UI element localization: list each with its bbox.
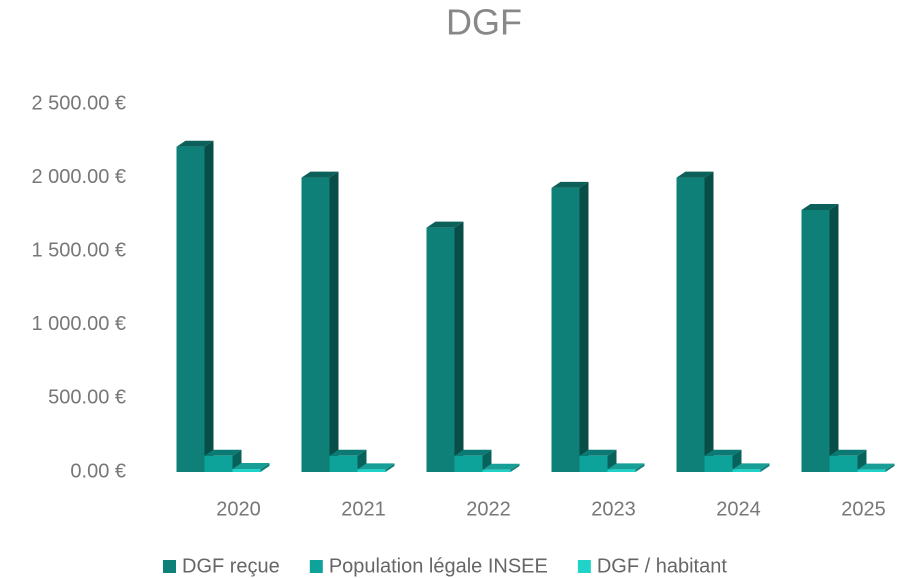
bar-side [704,171,714,472]
bar-front [579,455,608,472]
bar-front [232,469,261,472]
bar-front [176,146,205,473]
bar-front [357,469,386,472]
bar [607,463,645,472]
x-tick-label: 2024 [716,498,761,520]
bar [232,463,270,472]
y-tick-label: 0.00 € [70,460,126,482]
bar [301,171,339,472]
bar-top [301,171,339,178]
chart-title: DGF [446,2,522,43]
bar-front [801,209,830,472]
bar-top [204,449,242,456]
bar [357,463,395,472]
bar-top [829,449,867,456]
bar [676,171,714,472]
bar-side [204,140,214,473]
bar-top [607,463,645,470]
bar-front [857,469,886,472]
bar [482,463,520,472]
bar [829,449,867,472]
bar-front [551,187,580,473]
bar-front [704,455,733,472]
y-tick-label: 2 000.00 € [31,166,126,188]
bar-side [579,181,589,473]
bar-side [260,463,270,472]
bar-top [551,181,589,188]
bar-top [357,463,395,470]
y-tick-label: 1 000.00 € [31,313,126,335]
bar-top [704,449,742,456]
y-tick-label: 500.00 € [48,387,126,409]
bar-top [329,449,367,456]
legend-swatch [163,560,176,573]
bar-side [885,463,895,472]
bar [176,140,214,473]
bar-top [426,221,464,228]
bar [454,449,492,472]
legend-label: DGF / habitant [597,555,728,577]
bar-front [482,469,511,472]
bar-top [176,140,214,147]
legend-swatch [309,560,323,573]
y-tick-label: 1 500.00 € [31,239,126,261]
legend-swatch [577,560,591,573]
bar-front [301,177,330,472]
legend-label: DGF reçue [182,555,280,577]
bar-front [829,455,858,472]
y-tick-label: 2 500.00 € [31,92,126,114]
bar-top [482,463,520,470]
bar-top [454,449,492,456]
bar-side [454,221,464,472]
bar-top [579,449,617,456]
bar-side [760,463,770,472]
bar-side [829,203,839,472]
bar [857,463,895,472]
x-tick-label: 2020 [216,498,261,520]
bar [801,203,839,472]
bar [704,449,742,472]
bar [551,181,589,473]
bar [426,221,464,472]
bar-front [204,455,233,472]
bar-side [635,463,645,472]
x-tick-label: 2025 [841,498,886,520]
bar-front [329,455,358,472]
bar-front [454,455,483,472]
bar-top [801,203,839,210]
bar-top [232,463,270,470]
bar-top [676,171,714,178]
x-tick-label: 2021 [341,498,386,520]
legend-label: Population légale INSEE [329,555,548,577]
bar-front [732,469,761,472]
x-tick-label: 2023 [591,498,636,520]
bar-front [607,469,636,472]
x-tick-label: 2022 [466,498,511,520]
bar-top [857,463,895,470]
bar [732,463,770,472]
bar-front [676,177,705,472]
bar-side [510,463,520,472]
bar-front [426,227,455,472]
bar-side [385,463,395,472]
bar-side [329,171,339,472]
bar-top [732,463,770,470]
